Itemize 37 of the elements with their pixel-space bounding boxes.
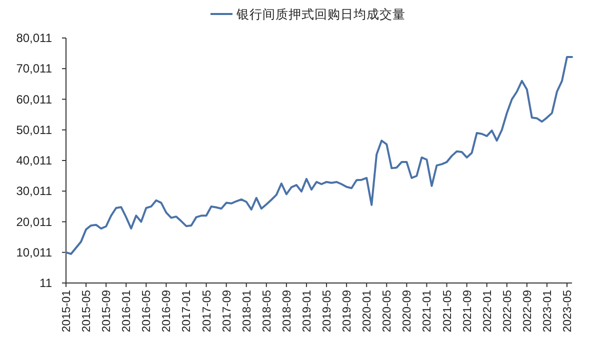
- x-tick-label: 2019-09: [342, 290, 354, 332]
- x-tick-label: 2018-01: [241, 290, 254, 332]
- x-tick-label: 2015-01: [61, 290, 73, 332]
- y-tick-label: 70,011: [16, 62, 52, 76]
- x-tick-label: 2020-01: [362, 290, 374, 332]
- x-tick-label: 2018-09: [281, 290, 294, 332]
- x-tick-label: 2018-05: [261, 290, 274, 332]
- y-tick-label: 60,011: [16, 92, 52, 106]
- x-tick-label: 2015-09: [101, 290, 114, 332]
- x-tick-label: 2019-01: [301, 290, 314, 332]
- x-tick-label: 2021-01: [422, 290, 434, 332]
- x-tick-label: 2015-05: [81, 290, 94, 332]
- x-tick-label: 2020-09: [402, 290, 414, 332]
- x-tick-label: 2022-09: [522, 290, 534, 332]
- x-tick-label: 2017-09: [221, 290, 234, 332]
- x-tick-label: 2019-05: [322, 290, 334, 332]
- x-tick-label: 2016-01: [121, 290, 134, 332]
- x-tick-label: 2017-05: [201, 290, 214, 332]
- y-tick-label: 80,011: [16, 31, 52, 45]
- x-tick-label: 2023-01: [542, 290, 554, 332]
- y-tick-label: 20,011: [16, 214, 52, 229]
- legend-label: 银行间质押式回购日均成交量: [236, 6, 406, 22]
- x-tick-label: 2022-01: [482, 290, 494, 332]
- y-tick-label: 40,011: [16, 154, 52, 168]
- x-tick-label: 2016-05: [141, 290, 154, 332]
- x-tick-label: 2016-09: [161, 290, 174, 332]
- x-tick-label: 2023-05: [562, 290, 574, 332]
- x-tick-label: 2022-05: [502, 290, 514, 332]
- x-tick-label: 2017-01: [181, 290, 194, 332]
- x-tick-label: 2020-05: [382, 290, 394, 332]
- y-tick-label: 10,011: [16, 245, 52, 260]
- x-tick-label: 2021-05: [442, 290, 454, 332]
- y-tick-label: 30,011: [16, 184, 52, 198]
- x-tick-label: 2021-09: [462, 290, 474, 332]
- y-tick-label: 11: [40, 276, 52, 290]
- line-series: [65, 56, 573, 255]
- y-tick-label: 50,011: [16, 122, 52, 137]
